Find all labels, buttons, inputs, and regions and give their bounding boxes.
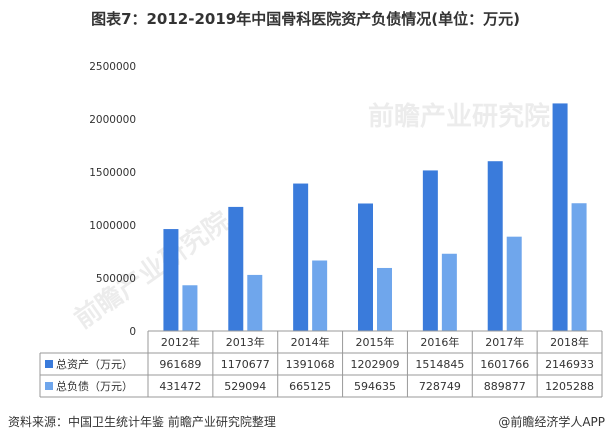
- y-tick-label: 2000000: [89, 114, 136, 126]
- y-tick-label: 2500000: [89, 61, 136, 73]
- data-value: 1205288: [545, 380, 594, 393]
- liability-bar: [182, 285, 198, 331]
- data-value: 1202909: [351, 358, 400, 371]
- asset-bar: [422, 170, 438, 331]
- y-tick-label: 1000000: [89, 220, 136, 232]
- data-value: 889877: [484, 380, 526, 393]
- legend-swatch: [45, 382, 53, 390]
- y-tick-label: 1500000: [89, 167, 136, 179]
- x-tick-label: 2017年: [485, 335, 524, 349]
- chart-title: 图表7：2012-2019年中国骨科医院资产负债情况(单位：万元): [91, 10, 520, 28]
- asset-bar: [293, 183, 309, 331]
- liability-bar: [506, 236, 522, 331]
- data-value: 1391068: [286, 358, 335, 371]
- source-note: 资料来源：中国卫生统计年鉴 前瞻产业研究院整理: [8, 415, 276, 429]
- x-tick-label: 2014年: [291, 335, 330, 349]
- data-value: 1601766: [480, 358, 529, 371]
- x-tick-label: 2012年: [161, 335, 200, 349]
- data-value: 529094: [224, 380, 266, 393]
- liability-bar: [312, 260, 328, 331]
- liability-bar: [377, 267, 392, 331]
- data-value: 665125: [289, 380, 331, 393]
- x-tick-label: 2015年: [356, 335, 395, 349]
- asset-bar: [358, 203, 373, 331]
- x-tick-label: 2013年: [226, 335, 265, 349]
- brand-label: @前瞻经济学人APP: [498, 415, 605, 429]
- data-value: 1514845: [415, 358, 464, 371]
- data-value: 1170677: [221, 358, 270, 371]
- y-tick-label: 500000: [96, 273, 136, 285]
- legend-swatch: [45, 360, 53, 368]
- legend-label: 总资产（万元）: [56, 357, 133, 371]
- data-value: 961689: [159, 358, 201, 371]
- x-tick-label: 2016年: [420, 335, 459, 349]
- liability-bar: [571, 203, 587, 331]
- x-tick-label: 2018年: [550, 335, 589, 349]
- asset-bar: [552, 103, 568, 331]
- legend-label: 总负债（万元）: [56, 379, 133, 393]
- liability-bar: [247, 274, 263, 331]
- asset-bar: [163, 229, 179, 331]
- asset-bar: [487, 161, 503, 331]
- data-value: 2146933: [545, 358, 594, 371]
- data-value: 594635: [354, 380, 396, 393]
- data-value: 431472: [159, 380, 201, 393]
- y-tick-label: 0: [129, 326, 136, 338]
- liability-bar: [441, 253, 457, 331]
- data-value: 728749: [419, 380, 461, 393]
- asset-bar: [228, 206, 244, 331]
